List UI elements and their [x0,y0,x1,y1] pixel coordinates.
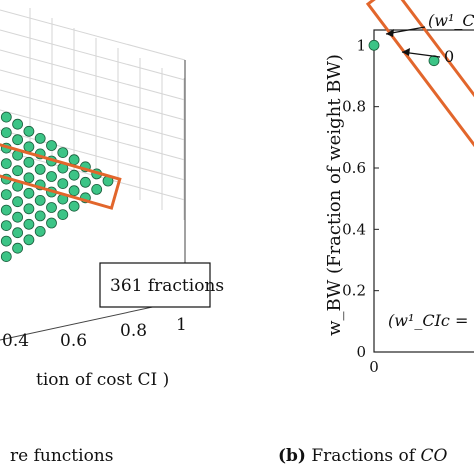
right-annotation-top: (w¹_CIc 0 [385,11,474,66]
scatter-point [0,111,12,123]
annotation-arrowhead-1 [386,29,394,37]
scatter-point [34,210,46,222]
grid-line [0,49,186,101]
scatter-point [12,227,24,239]
y-tick-label: 1 [356,36,366,54]
right-figure-caption: (b) Fractions of CO [278,446,447,466]
annotation-label-1: (w¹_CIc [428,11,474,30]
x-tick-label: 1 [176,315,187,335]
right-plot-frame [373,29,474,353]
fractions-annotation-text: 361 fractions [110,276,224,296]
scatter-point [23,141,35,153]
scatter-point [80,176,91,188]
right-x-ticks: 00.2 [369,347,379,376]
right-highlight-box [365,0,474,154]
y-tick-label: 0.4 [342,220,366,238]
right-caption-label: (b) [278,446,306,466]
y-tick-label: 0 [356,343,366,361]
y-tick-label: 0.2 [342,282,366,300]
scatter-point [23,172,35,184]
scatter-point [368,39,380,51]
scatter-point [23,156,35,168]
scatter-point [46,171,57,182]
right-caption-text: Fractions of [305,446,421,466]
scatter-point [57,178,69,190]
annotation-label-2: 0 [444,47,454,66]
scatter-point [34,163,46,175]
grid-line [0,29,186,81]
x-tick-label: 0.8 [120,321,147,341]
scatter-point [46,202,57,213]
scatter-point [46,140,57,151]
left-x-axis-label: tion of cost CI ) [36,370,169,390]
right-y-ticks: 0 0.2 0.4 0.6 0.8 1 [342,36,379,361]
grid-line [0,109,186,161]
right-scatter-points [368,39,440,67]
scatter-point [57,209,69,221]
scatter-point [23,234,35,246]
scatter-point [68,169,80,181]
right-y-axis-label: w_BW (Fraction of weight BW) [324,54,345,336]
scatter-point [0,220,12,232]
scatter-point [0,235,12,247]
grid-line [0,69,186,121]
scatter-point [12,118,24,130]
y-tick-label: 0.6 [342,159,366,177]
scatter-point [68,200,80,212]
fractions-annotation-box [99,262,211,308]
scatter-point [23,125,35,137]
scatter-point [34,132,46,144]
right-2d-chart: 00.20.40.60.81 00.2 w_BW (Fraction of we… [324,0,474,376]
left-highlight-box [0,140,122,210]
x-tick-label: 0 [369,358,379,376]
right-caption-italic: CO [420,446,448,466]
scatter-point [68,185,80,197]
left-3d-chart: 361 fractions 0.4 0.6 0.8 1 tion of cost CI… [0,8,224,390]
x-tick-label: 0.4 [2,331,29,351]
left-figure-caption: re functions [10,446,113,466]
scatter-point [34,225,46,237]
grid-line [0,9,186,61]
scatter-point [0,204,12,216]
scatter-point [0,189,12,201]
scatter-point [0,251,12,263]
scatter-point [12,242,24,254]
annotation-arrowhead-2 [402,48,410,56]
scatter-point [23,218,35,230]
scatter-point [23,187,35,199]
scatter-point [91,183,103,195]
grid-line [0,129,186,181]
left-x-tick-labels: 0.4 0.6 0.8 1 [2,315,187,351]
x-tick-label: 0.6 [60,331,87,351]
grid-line [0,89,186,141]
left-scatter-points [0,111,114,263]
scatter-point [34,194,46,206]
y-tick-label: 0.8 [342,98,366,116]
scatter-point [12,196,24,208]
left-caption-text: re functions [10,446,114,466]
fractions-annotation: 361 fractions [99,262,224,308]
scatter-point [68,154,80,166]
scatter-point [57,147,69,159]
scatter-point [23,203,35,215]
scatter-point [12,211,24,223]
scatter-point [0,127,12,139]
scatter-point [12,165,24,177]
scatter-point [0,158,12,170]
scatter-point [46,217,57,229]
scatter-point [12,134,24,146]
right-annotation-bottom: (w¹_CIc = 0 [388,311,474,330]
